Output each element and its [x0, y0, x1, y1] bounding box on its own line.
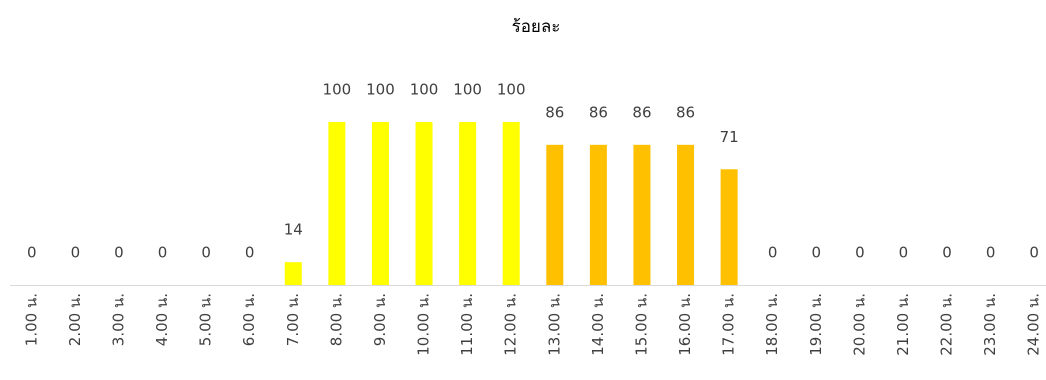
- data-label: 100: [410, 81, 439, 99]
- x-tick-label: 13.00 น.: [545, 293, 563, 356]
- x-tick-label: 3.00 น.: [109, 293, 127, 346]
- data-label: 0: [942, 244, 952, 262]
- x-tick-label: 1.00 น.: [22, 293, 40, 346]
- x-tick-label: 21.00 น.: [894, 293, 912, 356]
- data-label: 100: [453, 81, 482, 99]
- data-label: 0: [245, 244, 255, 262]
- x-tick-label: 15.00 น.: [632, 293, 650, 356]
- data-label: 100: [366, 81, 395, 99]
- bar: [459, 122, 477, 285]
- data-label: 0: [71, 244, 81, 262]
- x-tick-label: 10.00 น.: [415, 293, 433, 356]
- data-label: 100: [323, 81, 352, 99]
- x-tick-label: 14.00 น.: [589, 293, 607, 356]
- bar: [546, 144, 564, 285]
- x-tick-label: 5.00 น.: [197, 293, 215, 346]
- x-tick-label: 6.00 น.: [240, 293, 258, 346]
- data-label: 100: [497, 81, 526, 99]
- x-tick-label: 24.00 น.: [1025, 293, 1043, 356]
- x-tick-label: 7.00 น.: [284, 293, 302, 346]
- x-tick-label: 20.00 น.: [850, 293, 868, 356]
- data-label: 0: [27, 244, 37, 262]
- bar: [589, 144, 607, 285]
- data-label: 0: [114, 244, 124, 262]
- x-tick-label: 19.00 น.: [807, 293, 825, 356]
- x-tick-label: 23.00 น.: [981, 293, 999, 356]
- x-tick-label: 4.00 น.: [153, 293, 171, 346]
- chart-title: ร้อยละ: [512, 17, 561, 37]
- data-label: 0: [812, 244, 822, 262]
- x-tick-label: 12.00 น.: [502, 293, 520, 356]
- data-label: 86: [632, 103, 651, 121]
- data-label: 0: [986, 244, 996, 262]
- x-tick-label: 16.00 น.: [676, 293, 694, 356]
- bar: [677, 144, 695, 285]
- bar: [633, 144, 651, 285]
- bar: [328, 122, 346, 285]
- data-label: 0: [201, 244, 211, 262]
- x-tick-label: 18.00 น.: [763, 293, 781, 356]
- bar: [284, 262, 302, 285]
- x-tick-label: 11.00 น.: [458, 293, 476, 356]
- bar: [371, 122, 389, 285]
- data-label: 86: [545, 103, 564, 121]
- data-label: 0: [899, 244, 909, 262]
- bar: [415, 122, 433, 285]
- bar: [502, 122, 520, 285]
- data-label: 71: [720, 128, 739, 146]
- data-label: 0: [768, 244, 778, 262]
- data-label: 0: [1029, 244, 1039, 262]
- data-label: 0: [855, 244, 865, 262]
- data-label: 14: [284, 221, 303, 239]
- x-tick-label: 17.00 น.: [720, 293, 738, 356]
- x-tick-label: 2.00 น.: [66, 293, 84, 346]
- data-label: 86: [676, 103, 695, 121]
- x-tick-label: 22.00 น.: [938, 293, 956, 356]
- x-tick-label: 9.00 น.: [371, 293, 389, 346]
- data-label: 0: [158, 244, 168, 262]
- bar: [720, 169, 738, 285]
- data-label: 86: [589, 103, 608, 121]
- x-tick-label: 8.00 น.: [327, 293, 345, 346]
